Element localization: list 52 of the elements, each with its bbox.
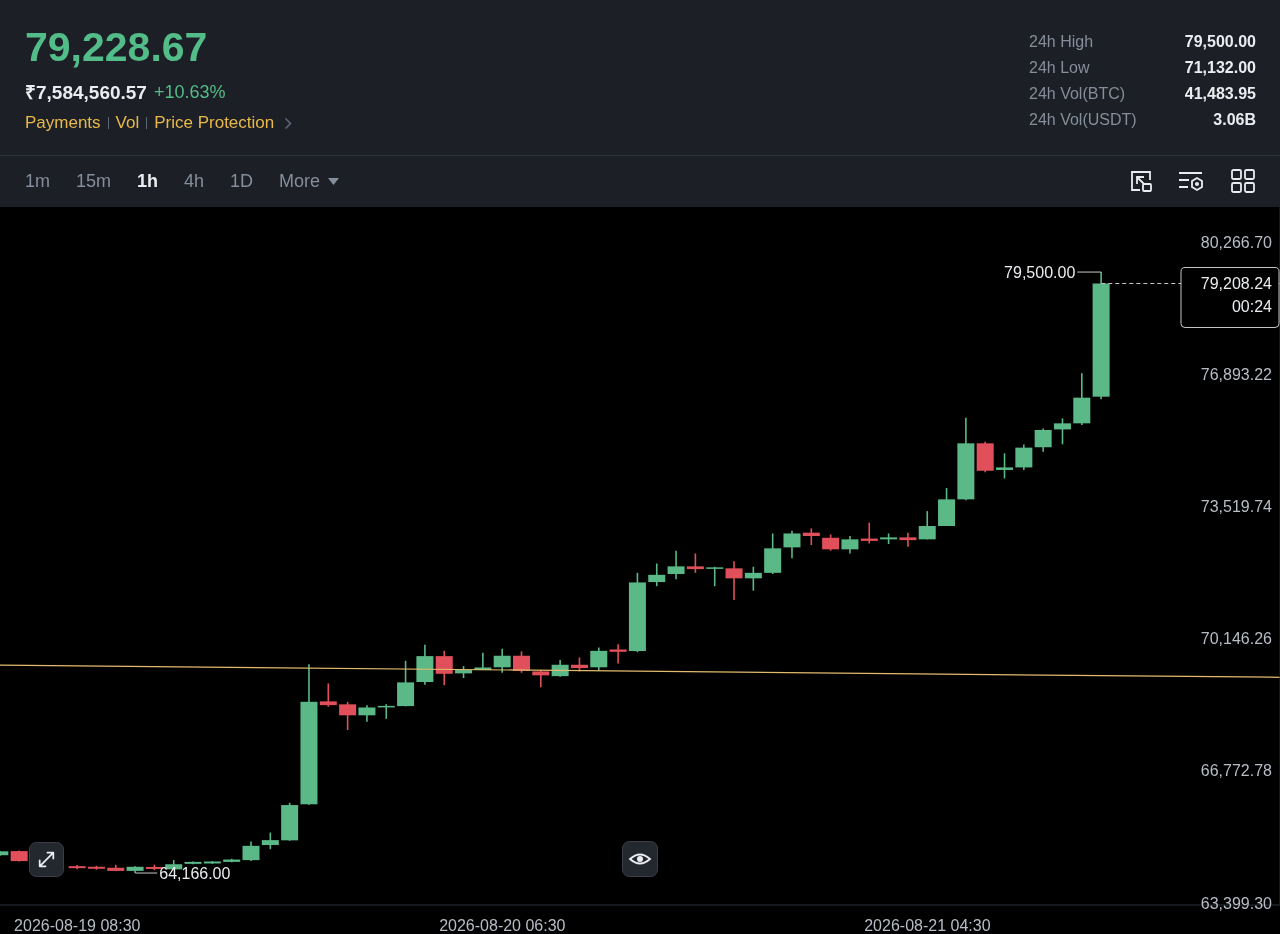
candlestick bbox=[996, 452, 1014, 480]
text: 1h bbox=[137, 171, 159, 192]
candlestick bbox=[339, 700, 357, 731]
candlestick bbox=[918, 510, 936, 541]
text: 24h Low bbox=[1029, 59, 1090, 77]
candlestick bbox=[1015, 443, 1033, 471]
text: 3.06B bbox=[1213, 111, 1256, 129]
text: Vol bbox=[115, 113, 140, 133]
candlestick bbox=[319, 682, 337, 708]
text: 1m bbox=[25, 171, 51, 192]
chart-title: 79,228.67 bbox=[25, 23, 208, 72]
text: 24h Vol(USDT) bbox=[1029, 111, 1137, 129]
candlestick bbox=[1034, 427, 1052, 453]
candlestick bbox=[667, 549, 685, 581]
text: Payments bbox=[25, 113, 101, 133]
candlestick bbox=[242, 840, 260, 862]
y-tick-label: 73,519.74 bbox=[1200, 497, 1273, 515]
candlestick bbox=[686, 552, 704, 574]
ref-line-label: 79,208.24 00:24 bbox=[1200, 274, 1273, 315]
text: 71,132.00 bbox=[1184, 59, 1256, 77]
annotation: 64,166.00 bbox=[159, 864, 231, 882]
candlestick bbox=[899, 531, 917, 548]
text: More bbox=[279, 171, 321, 192]
y-tick-label: 66,772.78 bbox=[1200, 762, 1273, 780]
candlestick bbox=[590, 646, 608, 672]
candlestick bbox=[725, 560, 743, 601]
text: ₹7,584,560.57 bbox=[25, 81, 147, 105]
text: 79,500.00 bbox=[1184, 33, 1256, 51]
x-tick-label: 2026-08-20 06:30 bbox=[439, 916, 566, 934]
x-tick-label: 2026-08-19 08:30 bbox=[14, 916, 141, 934]
annotation: 79,500.00 bbox=[1004, 263, 1076, 281]
text: 24h High bbox=[1029, 33, 1094, 51]
y-tick-label: 76,893.22 bbox=[1200, 365, 1273, 383]
candlestick bbox=[609, 643, 627, 665]
text: 1D bbox=[230, 171, 254, 192]
text: 41,483.95 bbox=[1184, 85, 1256, 103]
y-tick-label: 80,266.70 bbox=[1200, 233, 1273, 251]
y-tick-label: 70,146.26 bbox=[1200, 630, 1273, 648]
candlestick bbox=[435, 650, 453, 686]
candlestick bbox=[648, 562, 666, 587]
text: 24h Vol(BTC) bbox=[1029, 85, 1126, 103]
text: Price Protection bbox=[154, 113, 275, 133]
text: +10.63% bbox=[153, 81, 226, 103]
candlestick bbox=[397, 660, 415, 708]
candlestick bbox=[783, 529, 801, 560]
candlestick bbox=[493, 647, 511, 674]
x-tick-label: 2026-08-21 04:30 bbox=[864, 916, 991, 934]
y-tick-label: 63,399.30 bbox=[1200, 894, 1273, 912]
candlestick bbox=[744, 565, 762, 592]
candlestick bbox=[1053, 417, 1071, 446]
text: 15m bbox=[76, 171, 112, 192]
text: 4h bbox=[184, 171, 205, 192]
